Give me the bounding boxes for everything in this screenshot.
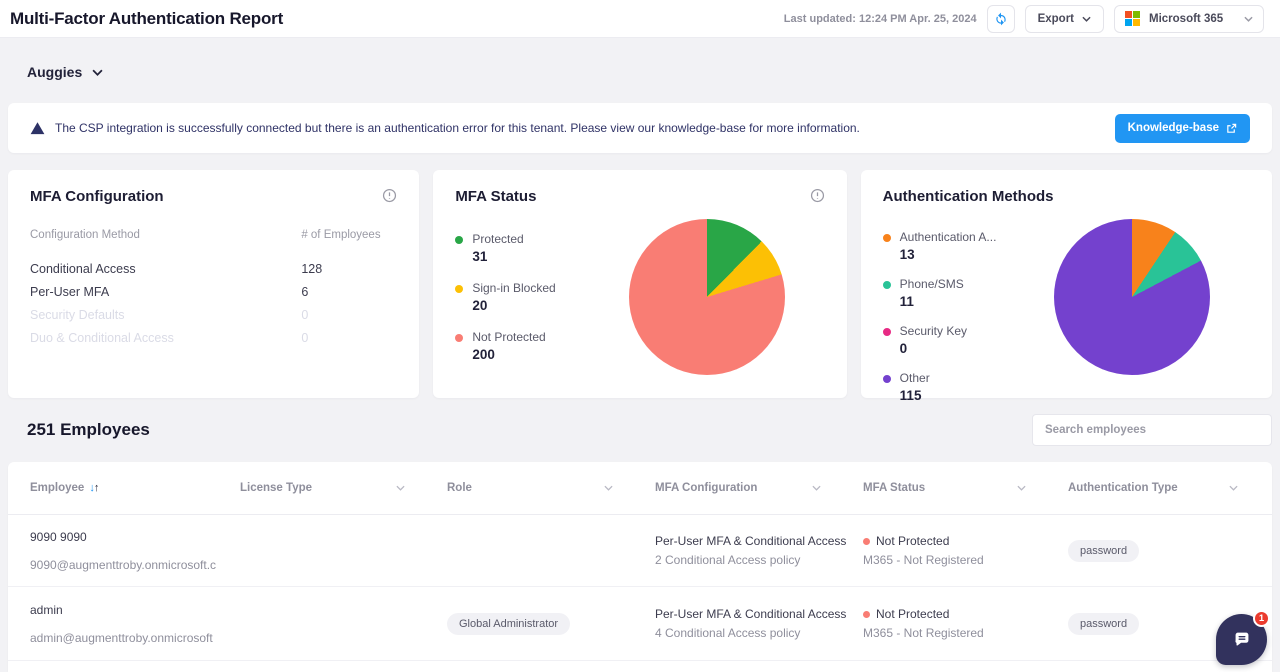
config-row: Duo & Conditional Access 0 — [30, 330, 309, 345]
role-badge: Global Administrator — [447, 612, 571, 635]
mfa-status-card: MFA Status Protected 31 — [433, 170, 847, 398]
legend-dot — [455, 334, 464, 342]
chat-notification-badge: 1 — [1253, 610, 1270, 627]
product-selector[interactable]: Microsoft 365 — [1114, 4, 1264, 33]
chevron-down-icon — [1017, 485, 1026, 491]
microsoft-logo-icon — [1125, 11, 1140, 26]
config-table-header: Configuration Method # of Employees — [30, 229, 381, 241]
employees-heading: 251 Employees — [27, 420, 150, 439]
legend-dot — [455, 236, 464, 244]
tenant-selector[interactable]: Auggies — [27, 64, 103, 80]
column-header-role[interactable]: Role — [447, 482, 655, 494]
column-header-mfa-configuration[interactable]: MFA Configuration — [655, 482, 863, 494]
mfa-configuration-cell: Per-User MFA & Conditional Access 2 Cond… — [655, 534, 847, 567]
config-row: Per-User MFA 6 — [30, 284, 309, 299]
page-title: Multi-Factor Authentication Report — [10, 8, 284, 28]
legend-dot — [455, 285, 464, 293]
authentication-methods-pie-chart — [1053, 219, 1210, 375]
legend-item: Protected 31 — [455, 232, 607, 264]
legend-item: Sign-in Blocked 20 — [455, 281, 607, 313]
legend-item: Other 115 — [882, 371, 1035, 403]
card-title: Authentication Methods — [882, 188, 1054, 205]
legend-item: Not Protected 200 — [455, 330, 607, 362]
table-row[interactable]: 9090 9090 9090@augmenttroby.onmicrosoft.… — [8, 515, 1272, 587]
refresh-button[interactable] — [986, 4, 1015, 33]
last-updated-text: Last updated: 12:24 PM Apr. 25, 2024 — [783, 12, 977, 25]
chevron-down-icon — [1244, 16, 1253, 22]
table-row[interactable]: admin admin@augmenttroby.onmicrosoft Glo… — [8, 587, 1272, 661]
employees-table: Employee ↓↑ License Type Role MFA Config… — [8, 462, 1272, 672]
config-row: Conditional Access 128 — [30, 261, 323, 276]
authentication-type-cell: password — [1068, 612, 1250, 635]
banner-message: The CSP integration is successfully conn… — [55, 121, 860, 135]
info-icon[interactable] — [382, 188, 397, 203]
chat-bubble-icon — [1231, 629, 1253, 651]
mfa-status-cell: Not Protected M365 - Not Registered — [863, 534, 984, 567]
mfa-status-pie-chart — [628, 219, 785, 375]
legend-item: Authentication A... 13 — [882, 230, 1035, 262]
card-title: MFA Status — [455, 188, 537, 205]
sort-desc-icon: ↓ — [89, 482, 94, 494]
external-link-icon — [1226, 123, 1237, 134]
mfa-status-cell: Not Protected M365 - Not Registered — [863, 607, 984, 640]
chevron-down-icon — [604, 485, 613, 491]
knowledge-base-label: Knowledge-base — [1127, 122, 1219, 134]
legend-dot — [882, 328, 891, 336]
chevron-down-icon — [1082, 16, 1091, 22]
mfa-configuration-cell: Per-User MFA & Conditional Access 4 Cond… — [655, 607, 847, 640]
authentication-type-cell: password — [1068, 539, 1250, 562]
employee-cell: admin admin@augmenttroby.onmicrosoft — [30, 602, 213, 645]
mfa-status-legend: Protected 31 Sign-in Blocked 20 — [455, 232, 607, 375]
column-header-authentication-type[interactable]: Authentication Type — [1068, 482, 1250, 494]
sort-icons[interactable]: ↓↑ — [89, 482, 99, 494]
top-bar: Multi-Factor Authentication Report Last … — [0, 0, 1280, 38]
csp-warning-banner: The CSP integration is successfully conn… — [8, 103, 1272, 153]
legend-dot — [882, 375, 891, 383]
mfa-configuration-card: MFA Configuration Configuration Method #… — [8, 170, 420, 398]
tenant-name: Auggies — [27, 64, 83, 80]
config-row: Security Defaults 0 — [30, 307, 309, 322]
chevron-down-icon — [1229, 485, 1238, 491]
chat-widget-button[interactable]: 1 — [1216, 610, 1270, 665]
export-label: Export — [1037, 12, 1074, 25]
legend-dot — [882, 234, 891, 242]
warning-triangle-icon — [30, 121, 45, 136]
knowledge-base-button[interactable]: Knowledge-base — [1114, 113, 1250, 143]
employee-cell: 9090 9090 9090@augmenttroby.onmicrosoft.… — [30, 529, 217, 572]
authentication-type-badge: password — [1068, 612, 1140, 635]
chevron-down-icon — [92, 69, 103, 76]
refresh-icon — [994, 12, 1008, 26]
card-title: MFA Configuration — [30, 188, 164, 205]
employee-search-input[interactable] — [1032, 414, 1272, 446]
chevron-down-icon — [812, 485, 821, 491]
export-button[interactable]: Export — [1024, 4, 1104, 33]
sort-asc-icon: ↑ — [93, 482, 99, 494]
authentication-type-badge: password — [1068, 539, 1140, 562]
status-dot — [863, 610, 870, 618]
column-header-employee[interactable]: Employee ↓↑ — [30, 482, 99, 494]
table-header-row: Employee ↓↑ License Type Role MFA Config… — [8, 462, 1272, 515]
authentication-methods-card: Authentication Methods Authentication A.… — [860, 170, 1272, 403]
info-icon[interactable] — [810, 188, 825, 203]
legend-dot — [882, 281, 891, 289]
chevron-down-icon — [396, 485, 405, 491]
role-cell: Global Administrator — [447, 612, 655, 635]
column-header-license-type[interactable]: License Type — [240, 482, 447, 494]
authentication-methods-legend: Authentication A... 13 Phone/SMS 11 — [882, 230, 1035, 403]
legend-item: Phone/SMS 11 — [882, 277, 1035, 309]
legend-item: Security Key 0 — [882, 324, 1035, 356]
product-label: Microsoft 365 — [1149, 12, 1224, 25]
status-dot — [863, 537, 870, 545]
column-header-mfa-status[interactable]: MFA Status — [863, 482, 1068, 494]
